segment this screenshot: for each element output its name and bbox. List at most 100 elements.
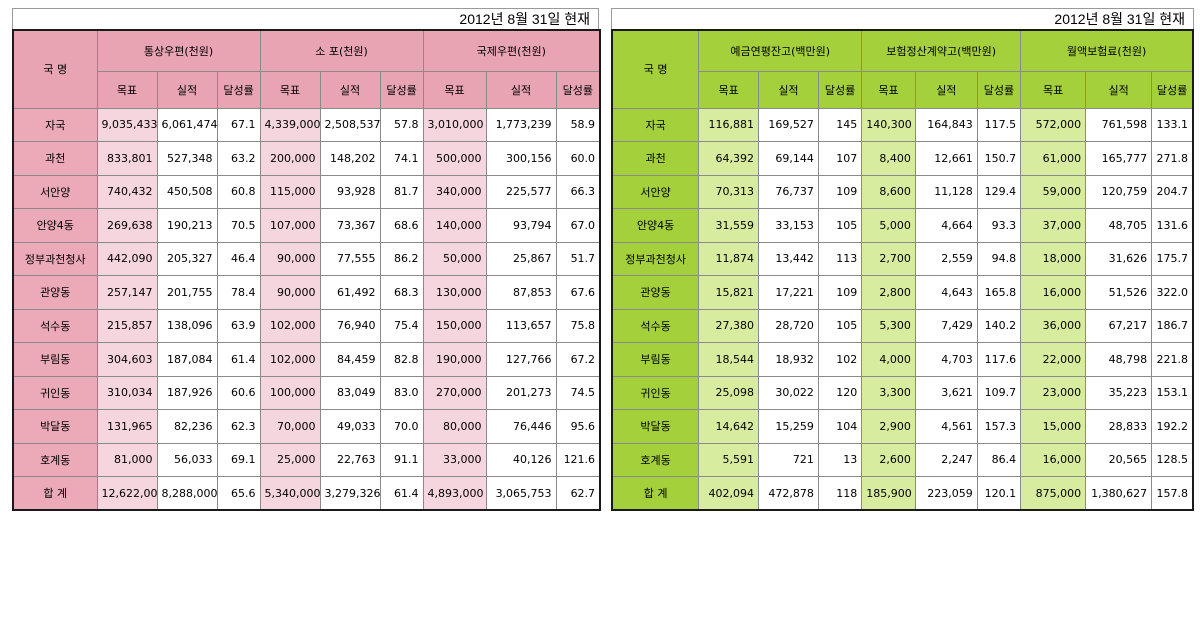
actual-cell: 2,247 <box>914 442 978 477</box>
actual-cell: 49,033 <box>319 409 381 444</box>
actual-cell: 120,759 <box>1085 174 1153 209</box>
rate-cell: 83.0 <box>379 375 424 410</box>
actual-cell: 17,221 <box>758 275 819 310</box>
rate-cell: 75.4 <box>379 308 424 343</box>
rate-cell: 62.3 <box>216 409 261 444</box>
rate-cell: 62.7 <box>555 476 601 511</box>
rate-cell: 46.4 <box>216 241 261 276</box>
actual-cell: 190,213 <box>156 208 218 243</box>
rate-cell: 221.8 <box>1151 342 1194 377</box>
target-cell: 70,000 <box>259 409 321 444</box>
target-cell: 25,098 <box>698 375 760 410</box>
office-name-cell: 합 계 <box>611 476 700 511</box>
rate-cell: 60.0 <box>555 141 601 176</box>
actual-cell: 61,492 <box>319 275 381 310</box>
target-cell: 740,432 <box>96 174 158 209</box>
actual-cell: 83,049 <box>319 375 381 410</box>
target-cell: 875,000 <box>1020 476 1087 511</box>
target-cell: 4,339,000 <box>259 107 321 142</box>
table-row: 정부과천청사 11,874 13,442 113 2,700 2,559 94.8 18,00… <box>611 241 1194 276</box>
rate-cell: 133.1 <box>1151 107 1194 142</box>
rate-cell: 67.6 <box>555 275 601 310</box>
rate-cell: 113 <box>817 241 863 276</box>
office-name-cell: 석수동 <box>611 308 700 343</box>
table-row: 박달동 14,642 15,259 104 2,900 4,561 157.3 15,000 2… <box>611 409 1194 444</box>
rate-cell: 93.3 <box>976 208 1022 243</box>
office-name-cell: 호계동 <box>12 442 98 477</box>
office-name-cell: 관양동 <box>12 275 98 310</box>
actual-cell: 82,236 <box>156 409 218 444</box>
actual-cell: 225,577 <box>485 174 557 209</box>
target-cell: 310,034 <box>96 375 158 410</box>
actual-cell: 8,288,000 <box>156 476 218 511</box>
target-cell: 3,010,000 <box>422 107 487 142</box>
actual-cell: 35,223 <box>1085 375 1153 410</box>
actual-cell: 472,878 <box>758 476 819 511</box>
target-cell: 833,801 <box>96 141 158 176</box>
postal-performance-panel: 2012년 8월 31일 현재 국 명 통상우편(천원) 소 포(천원) 국제우… <box>12 8 602 511</box>
table-row: 귀인동 310,034 187,926 60.6 100,000 83,049 83.0 27… <box>12 375 601 410</box>
target-cell: 64,392 <box>698 141 760 176</box>
actual-header: 실적 <box>1085 70 1153 109</box>
office-name-cell: 정부과천청사 <box>12 241 98 276</box>
rate-cell: 105 <box>817 308 863 343</box>
rate-cell: 121.6 <box>555 442 601 477</box>
rate-cell: 66.3 <box>555 174 601 209</box>
rate-cell: 94.8 <box>976 241 1022 276</box>
table-body: 자국 9,035,433 6,061,474 67.1 4,339,000 2,508,5… <box>12 107 601 511</box>
actual-cell: 2,559 <box>914 241 978 276</box>
target-cell: 402,094 <box>698 476 760 511</box>
office-name-cell: 합 계 <box>12 476 98 511</box>
office-name-cell: 자국 <box>12 107 98 142</box>
rate-cell: 175.7 <box>1151 241 1194 276</box>
target-cell: 5,300 <box>861 308 916 343</box>
actual-cell: 87,853 <box>485 275 557 310</box>
group-header: 소 포(천원) <box>259 29 424 72</box>
actual-cell: 18,932 <box>758 342 819 377</box>
office-name-cell: 서안양 <box>611 174 700 209</box>
actual-cell: 22,763 <box>319 442 381 477</box>
target-cell: 22,000 <box>1020 342 1087 377</box>
actual-cell: 3,279,326 <box>319 476 381 511</box>
actual-cell: 3,621 <box>914 375 978 410</box>
office-name-cell: 박달동 <box>12 409 98 444</box>
target-cell: 185,900 <box>861 476 916 511</box>
target-cell: 33,000 <box>422 442 487 477</box>
actual-cell: 3,065,753 <box>485 476 557 511</box>
rate-cell: 67.0 <box>555 208 601 243</box>
actual-cell: 93,928 <box>319 174 381 209</box>
actual-cell: 28,833 <box>1085 409 1153 444</box>
target-header: 목표 <box>422 70 487 109</box>
actual-cell: 201,273 <box>485 375 557 410</box>
rate-cell: 109.7 <box>976 375 1022 410</box>
office-name-cell: 안양4동 <box>12 208 98 243</box>
table-row: 과천 64,392 69,144 107 8,400 12,661 150.7 61,000 1… <box>611 141 1194 176</box>
rate-cell: 271.8 <box>1151 141 1194 176</box>
target-cell: 5,340,000 <box>259 476 321 511</box>
target-cell: 2,800 <box>861 275 916 310</box>
target-cell: 8,600 <box>861 174 916 209</box>
actual-cell: 31,626 <box>1085 241 1153 276</box>
actual-cell: 84,459 <box>319 342 381 377</box>
actual-cell: 201,755 <box>156 275 218 310</box>
actual-header: 실적 <box>485 70 557 109</box>
rate-cell: 91.1 <box>379 442 424 477</box>
rate-cell: 81.7 <box>379 174 424 209</box>
target-cell: 2,700 <box>861 241 916 276</box>
financial-performance-panel: 2012년 8월 31일 현재 국 명 예금연평잔고(백만원) 보험정산계약고(… <box>611 8 1194 511</box>
actual-cell: 4,703 <box>914 342 978 377</box>
actual-cell: 67,217 <box>1085 308 1153 343</box>
actual-cell: 127,766 <box>485 342 557 377</box>
rate-cell: 120 <box>817 375 863 410</box>
target-cell: 11,874 <box>698 241 760 276</box>
rate-cell: 157.8 <box>1151 476 1194 511</box>
group-header: 통상우편(천원) <box>96 29 261 72</box>
target-cell: 50,000 <box>422 241 487 276</box>
rate-cell: 74.1 <box>379 141 424 176</box>
group-header: 보험정산계약고(백만원) <box>861 29 1022 72</box>
target-cell: 15,000 <box>1020 409 1087 444</box>
actual-cell: 4,561 <box>914 409 978 444</box>
rate-cell: 117.6 <box>976 342 1022 377</box>
target-cell: 100,000 <box>259 375 321 410</box>
actual-cell: 11,128 <box>914 174 978 209</box>
